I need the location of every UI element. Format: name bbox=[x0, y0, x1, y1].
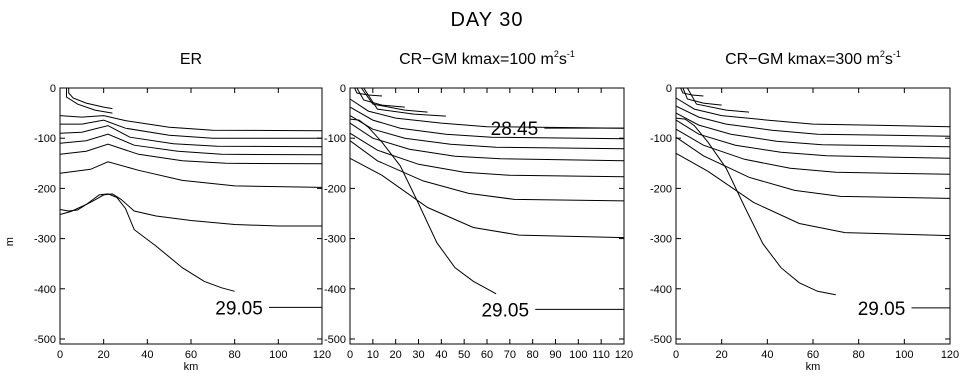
isoline-2 bbox=[66, 88, 113, 114]
isoline-12 bbox=[349, 118, 497, 295]
y-tick-label: -400 bbox=[324, 284, 346, 296]
x-tick-label: 40 bbox=[761, 349, 773, 361]
x-tick-label: 60 bbox=[185, 349, 197, 361]
y-tick-label: -400 bbox=[34, 284, 56, 296]
x-tick-label: 0 bbox=[57, 349, 63, 361]
y-tick-label: -500 bbox=[650, 334, 672, 346]
x-tick-label: 80 bbox=[229, 349, 241, 361]
y-tick-label: -500 bbox=[324, 334, 346, 346]
panel-title: CR−GM kmax=100 m2s-1 bbox=[399, 49, 575, 68]
isoline-7 bbox=[349, 115, 625, 150]
isoline-5 bbox=[675, 105, 951, 137]
y-tick-label: -200 bbox=[34, 183, 56, 195]
isoline-6 bbox=[59, 133, 323, 156]
isoline-5 bbox=[59, 125, 323, 148]
isoline-1 bbox=[354, 87, 383, 97]
isoline-3 bbox=[59, 115, 323, 132]
y-tick-label: -500 bbox=[34, 334, 56, 346]
isoline-1 bbox=[68, 88, 113, 110]
x-tick-label: 60 bbox=[481, 349, 493, 361]
contour-label: 28.45 bbox=[491, 119, 539, 140]
isoline-8 bbox=[675, 128, 951, 175]
x-tick-label: 100 bbox=[895, 349, 913, 361]
y-tick-label: -400 bbox=[650, 284, 672, 296]
x-tick-label: 10 bbox=[367, 349, 379, 361]
y-tick-label: -100 bbox=[324, 133, 346, 145]
x-tick-label: 100 bbox=[569, 349, 587, 361]
isoline-4 bbox=[675, 97, 951, 128]
y-tick-label: -300 bbox=[650, 234, 672, 246]
contour-label: 29.05 bbox=[215, 298, 263, 319]
panel-2: CR−GM kmax=100 m2s-1 0 10 20 30 40 50 60 70 80 90 1… bbox=[324, 49, 633, 361]
x-tick-label: 100 bbox=[269, 349, 287, 361]
panel-title: CR−GM kmax=300 m2s-1 bbox=[725, 49, 901, 68]
x-tick-label: 90 bbox=[549, 349, 561, 361]
x-tick-label: 80 bbox=[853, 349, 865, 361]
x-axis-label: km bbox=[184, 361, 199, 373]
isoline-11 bbox=[675, 117, 836, 296]
y-tick-label: -300 bbox=[34, 234, 56, 246]
y-tick-label: -100 bbox=[650, 133, 672, 145]
x-tick-label: 120 bbox=[615, 349, 633, 361]
isoline-8 bbox=[349, 122, 625, 162]
y-tick-label: -200 bbox=[650, 183, 672, 195]
isoline-10 bbox=[59, 193, 235, 292]
isoline-10 bbox=[349, 140, 625, 202]
x-tick-label: 120 bbox=[941, 349, 959, 361]
isoline-9 bbox=[675, 136, 951, 199]
x-tick-label: 40 bbox=[141, 349, 153, 361]
plot-frame bbox=[59, 87, 323, 345]
x-tick-label: 110 bbox=[592, 349, 610, 361]
isoline-3 bbox=[360, 87, 428, 113]
x-tick-label: 50 bbox=[458, 349, 470, 361]
isoline-5 bbox=[349, 98, 625, 129]
figure-title: DAY 30 bbox=[450, 9, 523, 31]
isoline-4 bbox=[60, 119, 322, 139]
isoline-2 bbox=[682, 87, 722, 106]
isoline-6 bbox=[675, 112, 951, 148]
x-tick-label: 20 bbox=[716, 349, 728, 361]
y-tick-label: -200 bbox=[324, 183, 346, 195]
isoline-1 bbox=[680, 87, 704, 97]
y-tick-label: 0 bbox=[666, 83, 672, 95]
isoline-7 bbox=[59, 143, 323, 165]
x-tick-label: 40 bbox=[435, 349, 447, 361]
panel-title: ER bbox=[180, 51, 202, 68]
panel-1: ER 0 20 40 60 80 100 120 0 -100 -200 -300 -400 -500 km… bbox=[4, 51, 331, 373]
isoline-6 bbox=[349, 106, 625, 140]
y-axis-label: m bbox=[4, 237, 16, 246]
x-tick-label: 120 bbox=[313, 349, 331, 361]
isoline-10 bbox=[675, 152, 951, 237]
y-tick-label: 0 bbox=[50, 83, 56, 95]
isoline-8 bbox=[59, 161, 323, 188]
x-axis-label: km bbox=[806, 361, 821, 373]
contour-label: 29.05 bbox=[858, 299, 906, 320]
isoline-3 bbox=[686, 87, 750, 113]
x-tick-label: 70 bbox=[504, 349, 516, 361]
panels: ER0 20 40 60 80 100 1200-100-200-300-400-500km… bbox=[4, 49, 959, 373]
y-tick-label: 0 bbox=[340, 83, 346, 95]
x-tick-label: 20 bbox=[390, 349, 402, 361]
isoline-7 bbox=[675, 119, 951, 159]
x-tick-label: 30 bbox=[412, 349, 424, 361]
x-tick-label: 80 bbox=[527, 349, 539, 361]
isoline-9 bbox=[349, 132, 625, 178]
isoline-4 bbox=[363, 87, 446, 117]
y-tick-label: -100 bbox=[34, 133, 56, 145]
x-tick-label: 20 bbox=[98, 349, 110, 361]
y-tick-label: -300 bbox=[324, 234, 346, 246]
isoline-11 bbox=[349, 157, 625, 239]
contour-label: 29.05 bbox=[481, 300, 529, 321]
panel-3: CR−GM kmax=300 m2s-1 0 20 40 60 80 100 120 0 -100… bbox=[650, 49, 959, 373]
isoline-2 bbox=[356, 87, 405, 108]
x-tick-label: 0 bbox=[673, 349, 679, 361]
isoline-9 bbox=[59, 193, 322, 227]
x-tick-label: 60 bbox=[807, 349, 819, 361]
x-tick-label: 0 bbox=[347, 349, 353, 361]
